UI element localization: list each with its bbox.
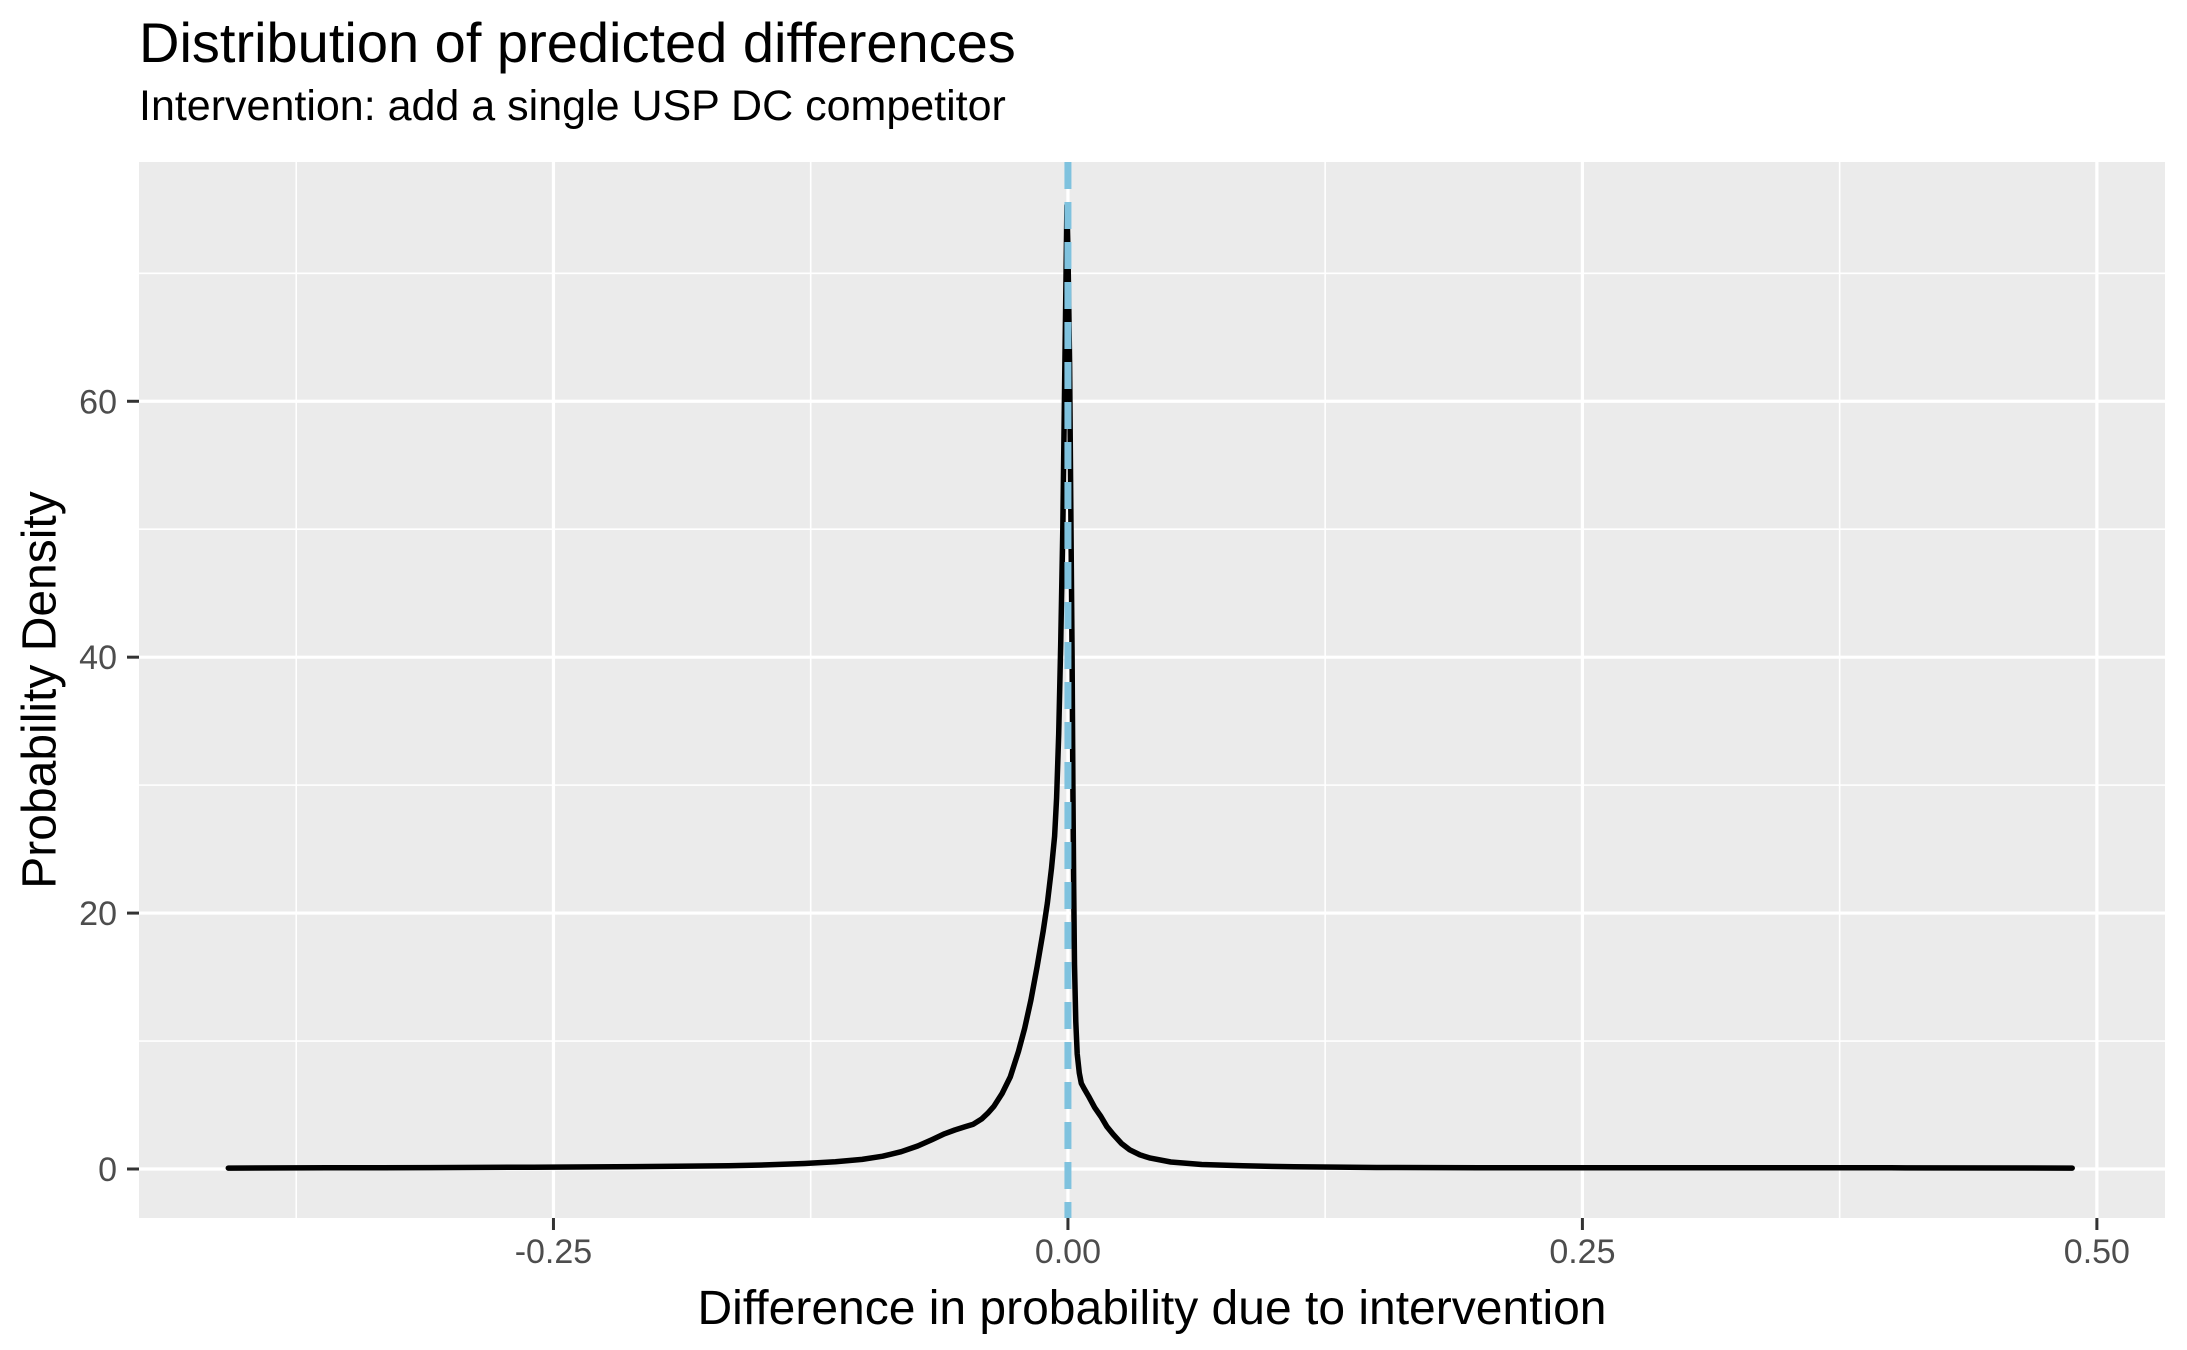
y-tick-label: 40 [79,639,117,677]
x-tick-label: 0.25 [1549,1233,1615,1271]
density-curve [225,202,2075,1171]
x-axis-title: Difference in probability due to interve… [697,1282,1607,1335]
y-tick-label: 20 [79,895,117,933]
x-tick-label: 0.00 [1035,1233,1101,1271]
panel-background [139,162,2165,1218]
x-tick-label: 0.50 [2064,1233,2130,1271]
y-tick-label: 60 [79,383,117,421]
plot-subtitle: Intervention: add a single USP DC compet… [139,82,1006,130]
y-tick-label: 0 [98,1151,117,1189]
x-tick-label: -0.25 [515,1233,593,1271]
y-axis-title: Probability Density [13,491,67,889]
plot-title: Distribution of predicted differences [139,11,1016,74]
